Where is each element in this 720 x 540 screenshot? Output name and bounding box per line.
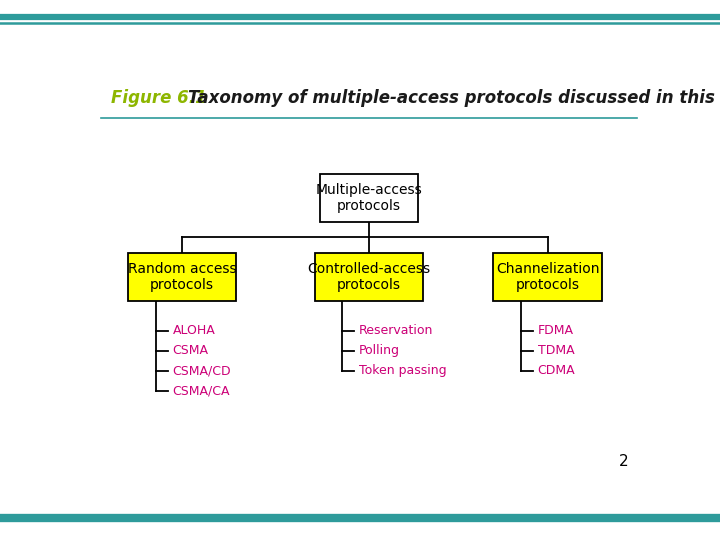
FancyBboxPatch shape <box>493 253 602 301</box>
FancyBboxPatch shape <box>320 174 418 222</box>
Text: Polling: Polling <box>359 345 400 357</box>
Text: Figure 6.1: Figure 6.1 <box>111 89 207 107</box>
Text: Multiple-access
protocols: Multiple-access protocols <box>315 183 423 213</box>
Text: CDMA: CDMA <box>538 364 575 377</box>
Text: Controlled-access
protocols: Controlled-access protocols <box>307 262 431 292</box>
FancyBboxPatch shape <box>315 253 423 301</box>
Text: Token passing: Token passing <box>359 364 446 377</box>
Text: Taxonomy of multiple-access protocols discussed in this chapter: Taxonomy of multiple-access protocols di… <box>188 89 720 107</box>
Text: Random access
protocols: Random access protocols <box>127 262 236 292</box>
Text: TDMA: TDMA <box>538 345 574 357</box>
Text: CSMA/CD: CSMA/CD <box>173 364 231 377</box>
Text: 2: 2 <box>619 454 629 469</box>
Text: FDMA: FDMA <box>538 325 574 338</box>
Text: Reservation: Reservation <box>359 325 433 338</box>
Text: Channelization
protocols: Channelization protocols <box>496 262 599 292</box>
Text: CSMA: CSMA <box>173 345 209 357</box>
FancyBboxPatch shape <box>127 253 236 301</box>
Text: ALOHA: ALOHA <box>173 325 215 338</box>
Text: CSMA/CA: CSMA/CA <box>173 384 230 397</box>
